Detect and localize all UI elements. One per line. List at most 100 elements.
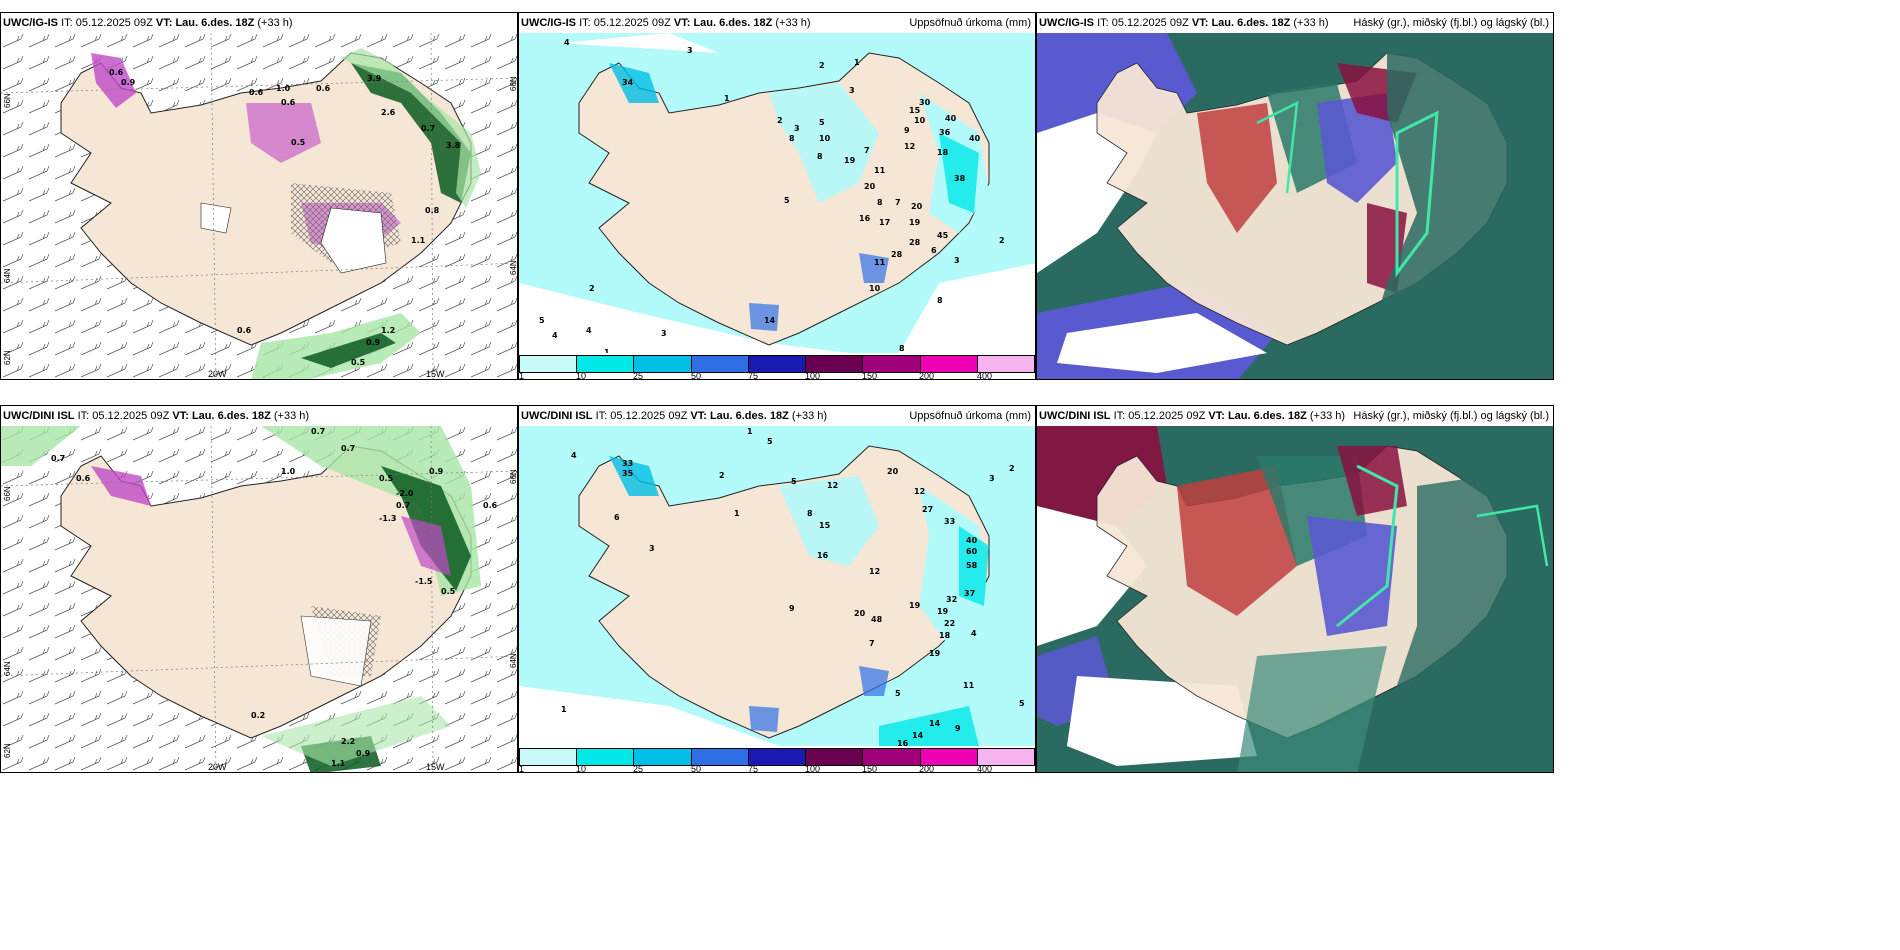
map-panel-temperature-top: UWC/IG-IS IT: 05.12.2025 09Z VT: Lau. 6.… bbox=[0, 12, 518, 380]
precip-label: 2 bbox=[1009, 464, 1015, 473]
precip-label: 19 bbox=[909, 218, 921, 227]
precip-label: 9 bbox=[904, 126, 910, 135]
precip-label: 9 bbox=[789, 604, 795, 613]
panel-title: UWC/DINI ISL IT: 05.12.2025 09Z VT: Lau.… bbox=[1039, 410, 1346, 422]
precip-label: 1 bbox=[604, 348, 610, 353]
temp-label: 1.0 bbox=[281, 467, 296, 476]
colorbar-swatch bbox=[863, 749, 921, 765]
temp-label: 1.2 bbox=[381, 326, 395, 335]
precip-label: 20 bbox=[887, 467, 899, 476]
colorbar-tick: 1 bbox=[519, 764, 525, 773]
precip-label: 1 bbox=[734, 509, 740, 518]
colorbar-tick: 50 bbox=[691, 371, 702, 380]
cloud-cover-map bbox=[1037, 426, 1553, 772]
precip-label: 3 bbox=[649, 544, 655, 553]
lon-label: 20W bbox=[208, 762, 227, 772]
precip-colorbar bbox=[519, 355, 1035, 373]
precip-label: 17 bbox=[879, 218, 890, 227]
lat-label: 62N bbox=[3, 743, 12, 758]
precip-label: 2 bbox=[999, 236, 1005, 245]
precip-label: 3 bbox=[954, 256, 960, 265]
colorbar-tick: 10 bbox=[576, 371, 587, 380]
cloud-cover-map bbox=[1037, 33, 1553, 379]
lon-label: 15W bbox=[426, 369, 445, 379]
panel-title: UWC/IG-IS IT: 05.12.2025 09Z VT: Lau. 6.… bbox=[1039, 17, 1329, 29]
precip-label: 58 bbox=[966, 561, 978, 570]
precip-label: 8 bbox=[817, 152, 823, 161]
precip-labels: 4 3 2 1 34 1 3 2 3 5 8 10 7 19 8 15 9 10… bbox=[539, 38, 1005, 353]
temp-label: -1.5 bbox=[415, 577, 433, 586]
precip-label: 18 bbox=[937, 148, 949, 157]
precip-label: 36 bbox=[939, 128, 951, 137]
precip-label: 19 bbox=[937, 607, 949, 616]
panel-subtitle: Uppsöfnuð úrkoma (mm) bbox=[909, 410, 1031, 422]
precip-label: 20 bbox=[854, 609, 866, 618]
colorbar-swatch bbox=[748, 356, 807, 372]
temp-label: 0.7 bbox=[311, 427, 325, 436]
precip-label: 11 bbox=[874, 258, 886, 267]
colorbar-swatch bbox=[748, 749, 807, 765]
lon-label: 20W bbox=[208, 369, 227, 379]
precip-label: 5 bbox=[784, 196, 790, 205]
precip-label: 3 bbox=[849, 86, 855, 95]
colorbar-tick: 400 bbox=[977, 371, 993, 380]
panel-subtitle: Háský (gr.), miðský (fj.bl.) og lágský (… bbox=[1353, 410, 1549, 422]
precip-label: 16 bbox=[897, 739, 909, 746]
precip-label: 8 bbox=[807, 509, 813, 518]
precip-label: 34 bbox=[622, 78, 634, 87]
precip-label: 22 bbox=[944, 619, 955, 628]
lat-label: 64N bbox=[509, 260, 518, 275]
colorbar-swatch bbox=[577, 749, 635, 765]
precip-label: 11 bbox=[874, 166, 886, 175]
precip-label: 3 bbox=[661, 329, 667, 338]
precip-label: 6 bbox=[614, 513, 620, 522]
lat-label: 66N bbox=[3, 93, 12, 108]
precip-label: 11 bbox=[963, 681, 975, 690]
panel-title: UWC/DINI ISL IT: 05.12.2025 09Z VT: Lau.… bbox=[521, 410, 828, 422]
temperature-labels: 0.6 0.9 0.6 1.0 0.6 0.6 3.9 2.6 0.5 0.7 … bbox=[109, 68, 461, 367]
temp-label: -2.0 bbox=[396, 489, 414, 498]
temp-label: 0.6 bbox=[76, 474, 91, 483]
colorbar-swatch bbox=[920, 749, 978, 765]
precip-label: 19 bbox=[844, 156, 856, 165]
colorbar-swatch bbox=[520, 749, 578, 765]
colorbar-tick: 200 bbox=[919, 371, 935, 380]
temp-label: 3.8 bbox=[446, 141, 461, 150]
colorbar-tick: 100 bbox=[805, 764, 821, 773]
precip-label: 8 bbox=[937, 296, 943, 305]
colorbar-tick: 100 bbox=[805, 371, 821, 380]
map-panel-precipitation-bottom: UWC/DINI ISL IT: 05.12.2025 09Z VT: Lau.… bbox=[518, 405, 1036, 773]
precip-label: 5 bbox=[791, 477, 797, 486]
precip-label: 20 bbox=[864, 182, 876, 191]
colorbar-swatch bbox=[520, 356, 578, 372]
precip-label: 14 bbox=[929, 719, 941, 728]
precip-label: 2 bbox=[589, 284, 595, 293]
precip-label: 10 bbox=[869, 284, 881, 293]
precip-labels: 1 4 5 6 33 35 3 2 1 5 12 8 15 16 9 12 20… bbox=[561, 427, 1025, 746]
precip-label: 16 bbox=[817, 551, 829, 560]
precip-label: 8 bbox=[899, 344, 905, 353]
precip-label: 32 bbox=[946, 595, 957, 604]
colorbar-swatch bbox=[691, 749, 749, 765]
precip-label: 9 bbox=[955, 724, 961, 733]
precip-label: 4 bbox=[571, 451, 577, 460]
precip-label: 4 bbox=[971, 629, 977, 638]
lat-label: 64N bbox=[3, 661, 12, 676]
lon-label: 15W bbox=[426, 762, 445, 772]
colorbar-tick: 10 bbox=[576, 764, 587, 773]
colorbar-tick: 400 bbox=[977, 764, 993, 773]
temp-label: 1.1 bbox=[331, 759, 346, 768]
precip-label: 16 bbox=[859, 214, 871, 223]
temp-label: 0.5 bbox=[291, 138, 306, 147]
precip-label: 2 bbox=[777, 116, 783, 125]
precip-label: 4 bbox=[564, 38, 570, 47]
precip-label: 12 bbox=[914, 487, 925, 496]
precip-label: 5 bbox=[539, 316, 545, 325]
temp-label: 0.6 bbox=[316, 84, 331, 93]
temp-label: 0.5 bbox=[379, 474, 394, 483]
lat-label: 66N bbox=[509, 469, 518, 484]
precip-label: 48 bbox=[871, 615, 883, 624]
precip-label: 1 bbox=[724, 94, 730, 103]
colorbar-tick: 1 bbox=[519, 371, 525, 380]
precip-label: 4 bbox=[586, 326, 592, 335]
